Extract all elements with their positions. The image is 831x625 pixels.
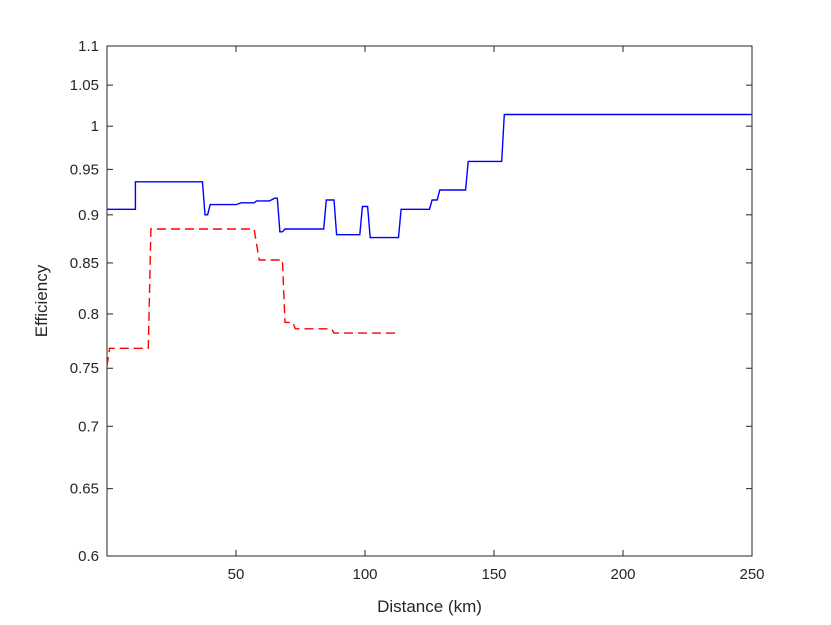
y-tick-label: 0.95 xyxy=(70,161,99,178)
x-tick-label: 150 xyxy=(481,566,506,583)
y-tick-label: 0.75 xyxy=(70,360,99,377)
y-axis-label: Efficiency xyxy=(32,264,51,337)
plot-frame xyxy=(106,45,753,557)
x-tick-label: 250 xyxy=(739,566,764,583)
y-tick-label: 1 xyxy=(91,118,99,135)
x-tick-label: 200 xyxy=(610,566,635,583)
y-tick-label: 0.7 xyxy=(78,418,99,435)
series-line-2 xyxy=(106,228,399,367)
y-axis-ticks: 0.6 0.65 0.7 0.75 0.8 0.85 0.9 0.95 1 1.05 1.1 xyxy=(70,38,752,565)
plot-area xyxy=(106,45,753,557)
y-tick-label: 1.1 xyxy=(78,38,99,55)
x-tick-label: 50 xyxy=(228,566,245,583)
y-tick-label: 0.8 xyxy=(78,306,99,323)
y-tick-label: 0.65 xyxy=(70,481,99,498)
series-line-1 xyxy=(107,113,752,239)
y-tick-label: 1.05 xyxy=(70,77,99,94)
x-axis-ticks: 50 100 150 200 250 xyxy=(228,46,765,583)
x-axis-label: Distance (km) xyxy=(377,597,482,616)
series-layer xyxy=(106,113,752,367)
y-tick-label: 0.6 xyxy=(78,548,99,565)
y-tick-label: 0.9 xyxy=(78,207,99,224)
y-tick-label: 0.85 xyxy=(70,255,99,272)
x-tick-label: 100 xyxy=(352,566,377,583)
